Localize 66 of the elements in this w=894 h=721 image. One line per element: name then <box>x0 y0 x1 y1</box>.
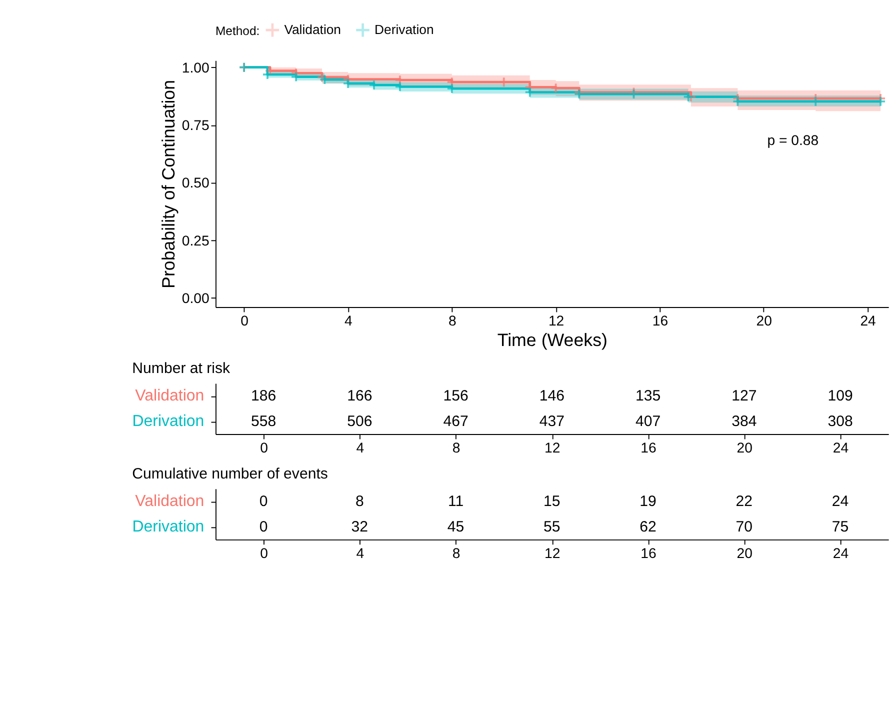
data-label: 384 <box>732 413 757 430</box>
data-label: 308 <box>828 413 853 430</box>
x-tick-label: 0 <box>260 544 268 561</box>
x-tick-label: 20 <box>736 544 753 561</box>
data-label: 467 <box>443 413 468 430</box>
x-tick-label: 12 <box>544 439 560 456</box>
y-tick-label: Validation <box>135 493 204 510</box>
data-label: 62 <box>640 518 656 536</box>
data-label: 127 <box>732 388 757 405</box>
x-tick-label: 24 <box>832 439 849 456</box>
y-tick-label: 0.00 <box>182 290 210 306</box>
x-tick-label: 20 <box>756 312 772 328</box>
y-tick-label: 0.50 <box>182 174 210 191</box>
data-label: 558 <box>251 413 276 430</box>
chart-title: Cumulative number of events <box>132 465 328 482</box>
x-tick-label: 20 <box>736 439 753 456</box>
x-tick-label: 12 <box>548 312 564 328</box>
data-label: 70 <box>736 518 753 536</box>
data-label: 15 <box>544 493 560 510</box>
x-tick-label: 0 <box>240 312 249 328</box>
y-axis-title: Probability of Continuation <box>158 80 178 288</box>
data-label: 8 <box>355 493 364 510</box>
x-axis-title: Time (Weeks) <box>497 330 608 350</box>
data-label: 0 <box>259 493 268 510</box>
legend-title: Method: <box>216 24 260 38</box>
x-tick-label: 16 <box>640 439 657 456</box>
y-tick-label: 0.75 <box>182 117 210 134</box>
data-label: 11 <box>448 493 464 510</box>
x-tick-label: 8 <box>452 544 460 561</box>
data-label: 24 <box>832 493 849 510</box>
data-label: 19 <box>640 493 656 510</box>
x-tick-label: 12 <box>544 544 560 561</box>
y-tick-label: 1.00 <box>182 60 210 76</box>
data-label: 32 <box>351 518 368 536</box>
data-label: 75 <box>832 518 849 536</box>
y-tick-label: Derivation <box>132 518 204 536</box>
data-label: 506 <box>347 413 372 430</box>
x-tick-label: 8 <box>452 439 460 456</box>
y-tick-label: Derivation <box>132 413 204 430</box>
x-tick-label: 16 <box>640 544 657 561</box>
data-label: 156 <box>443 388 468 405</box>
data-label: 166 <box>347 388 372 405</box>
chart-title: Number at risk <box>132 360 230 377</box>
data-label: 146 <box>539 388 564 405</box>
data-label: 55 <box>544 518 560 536</box>
y-tick-label: Validation <box>135 388 204 405</box>
x-tick-label: 8 <box>448 312 456 328</box>
data-label: 22 <box>736 493 753 510</box>
data-label: 135 <box>635 388 661 405</box>
x-tick-label: 4 <box>356 439 364 456</box>
y-tick-label: 0.25 <box>182 232 210 248</box>
data-label: 437 <box>539 413 564 430</box>
legend-label: Derivation <box>374 22 434 37</box>
x-tick-label: 24 <box>860 312 876 328</box>
annotation: p = 0.88 <box>767 132 819 148</box>
data-label: 0 <box>259 518 268 536</box>
data-label: 407 <box>635 413 661 430</box>
x-tick-label: 0 <box>260 439 268 456</box>
x-tick-label: 24 <box>832 544 849 561</box>
data-label: 109 <box>828 388 853 405</box>
x-tick-label: 4 <box>356 544 364 561</box>
legend-label: Validation <box>284 22 342 37</box>
data-label: 45 <box>447 518 464 536</box>
x-tick-label: 16 <box>652 312 668 328</box>
data-label: 186 <box>251 388 276 405</box>
x-tick-label: 4 <box>344 312 353 328</box>
